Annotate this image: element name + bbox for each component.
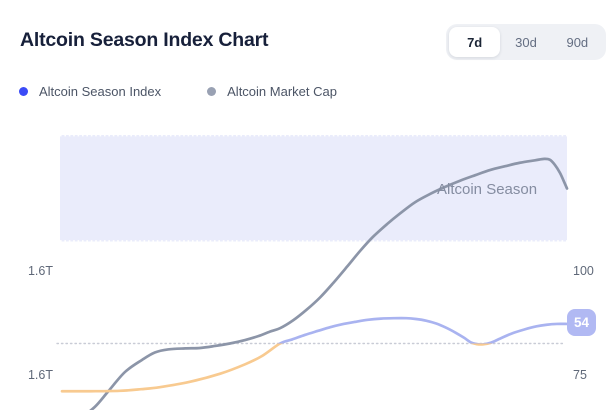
left-axis-tick-mid: 1.6T	[27, 368, 53, 382]
legend-item-altcoin-season-index[interactable]: Altcoin Season Index	[19, 84, 161, 99]
range-button-7d[interactable]: 7d	[449, 27, 501, 57]
legend-dot-gray-icon	[207, 87, 217, 96]
left-axis-tick-top: 1.6T	[27, 264, 53, 278]
chart-area: 1.6T 1.6T 1.5T 100 75 50 Altcoin Season …	[0, 128, 615, 410]
chart-canvas[interactable]	[0, 128, 615, 410]
legend-item-altcoin-market-cap[interactable]: Altcoin Market Cap	[207, 84, 337, 99]
range-button-30d[interactable]: 30d	[500, 27, 551, 57]
altcoin-season-band-label: Altcoin Season	[437, 181, 538, 198]
right-axis-tick-mid: 75	[573, 368, 587, 382]
legend-dot-blue-icon	[19, 87, 28, 96]
legend-label-mcap: Altcoin Market Cap	[227, 84, 337, 99]
current-value-badge: 54	[567, 309, 596, 336]
legend: Altcoin Season Index Altcoin Market Cap	[19, 84, 337, 99]
range-button-90d[interactable]: 90d	[552, 27, 603, 57]
right-axis-tick-top: 100	[573, 264, 594, 278]
time-range-selector: 7d 30d 90d	[446, 24, 606, 60]
page-title: Altcoin Season Index Chart	[20, 29, 269, 51]
legend-label-index: Altcoin Season Index	[39, 84, 162, 99]
